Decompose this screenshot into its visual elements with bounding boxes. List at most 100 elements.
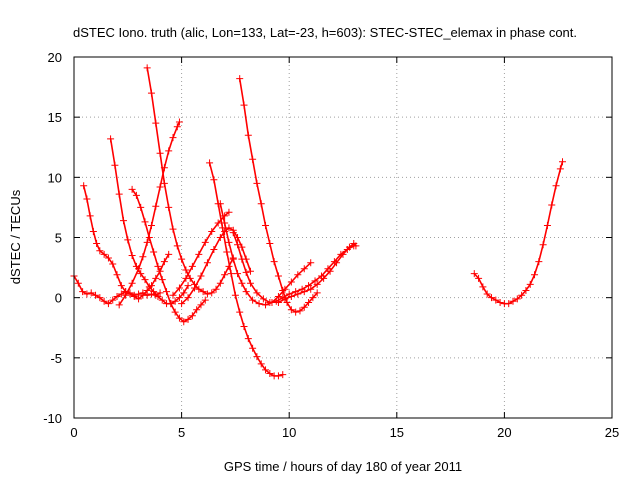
y-tick-label: 5 — [55, 231, 62, 246]
data-point — [238, 279, 246, 287]
data-point — [150, 248, 158, 256]
data-point — [182, 274, 190, 282]
x-tick-label: 0 — [70, 425, 77, 440]
data-point — [152, 119, 160, 127]
chart-title: dSTEC Iono. truth (alic, Lon=133, Lat=-2… — [73, 25, 577, 40]
data-point — [156, 149, 164, 157]
x-axis-label: GPS time / hours of day 180 of year 2011 — [224, 459, 462, 474]
data-point — [208, 227, 216, 235]
data-point — [225, 208, 233, 216]
data-point — [244, 335, 252, 343]
data-series — [70, 64, 567, 380]
data-point — [242, 288, 250, 296]
data-point — [242, 268, 250, 276]
data-point — [526, 280, 534, 288]
data-point — [156, 289, 164, 297]
data-point — [135, 265, 143, 273]
data-point — [539, 241, 547, 249]
data-point — [210, 176, 218, 184]
series — [115, 118, 183, 309]
data-point — [249, 296, 257, 304]
data-point — [294, 290, 302, 298]
series — [143, 64, 237, 298]
data-point — [274, 272, 282, 280]
data-point — [160, 258, 168, 266]
data-point — [86, 212, 94, 220]
data-point — [201, 296, 209, 304]
data-point — [199, 288, 207, 296]
data-point — [79, 288, 87, 296]
data-point — [311, 277, 319, 285]
data-point — [238, 243, 246, 251]
data-point — [184, 282, 192, 290]
data-point — [274, 298, 282, 306]
series — [128, 185, 209, 326]
data-point — [184, 294, 192, 302]
data-point — [234, 270, 242, 278]
data-point — [180, 318, 188, 326]
data-point — [246, 267, 254, 275]
data-point — [496, 298, 504, 306]
data-point — [104, 300, 112, 308]
data-point — [246, 279, 254, 287]
data-point — [197, 272, 205, 280]
data-point — [152, 274, 160, 282]
data-point — [505, 300, 513, 308]
data-point — [175, 284, 183, 292]
data-point — [479, 283, 487, 291]
y-tick-label: -5 — [50, 351, 62, 366]
data-point — [309, 294, 317, 302]
data-point — [509, 297, 517, 305]
data-point — [152, 202, 160, 210]
data-point — [352, 242, 360, 250]
data-point — [259, 295, 267, 303]
data-point — [165, 250, 173, 258]
data-point — [201, 238, 209, 246]
data-point — [300, 265, 308, 273]
data-point — [257, 200, 265, 208]
data-point — [236, 75, 244, 83]
data-point — [100, 250, 108, 258]
data-point — [487, 294, 495, 302]
data-point — [160, 164, 168, 172]
data-point — [92, 291, 100, 299]
data-point — [279, 371, 287, 379]
data-point — [167, 300, 175, 308]
data-point — [109, 260, 117, 268]
data-point — [147, 221, 155, 229]
data-point — [182, 266, 190, 274]
x-tick-label: 5 — [178, 425, 185, 440]
data-point — [158, 276, 166, 284]
data-point — [100, 297, 108, 305]
data-point — [475, 274, 483, 282]
data-point — [253, 289, 261, 297]
data-point — [139, 253, 147, 261]
y-tick-label: 0 — [55, 291, 62, 306]
data-point — [305, 298, 313, 306]
data-point — [141, 218, 149, 226]
data-point — [83, 290, 91, 298]
data-point — [483, 290, 491, 298]
data-point — [147, 89, 155, 97]
data-point — [143, 238, 151, 246]
data-point — [266, 369, 274, 377]
data-point — [296, 307, 304, 315]
data-point — [216, 279, 224, 287]
x-tick-label: 15 — [390, 425, 404, 440]
data-point — [137, 270, 145, 278]
x-tick-label: 25 — [605, 425, 619, 440]
y-tick-label: -10 — [43, 411, 62, 426]
data-point — [175, 314, 183, 322]
data-point — [287, 292, 295, 300]
data-point — [249, 155, 257, 163]
data-point — [266, 240, 274, 248]
data-point — [169, 225, 177, 233]
data-point — [104, 254, 112, 262]
data-point — [109, 296, 117, 304]
data-point — [188, 262, 196, 270]
data-point — [122, 291, 130, 299]
data-point — [210, 246, 218, 254]
series — [107, 135, 192, 308]
data-point — [197, 301, 205, 309]
data-point — [300, 303, 308, 311]
